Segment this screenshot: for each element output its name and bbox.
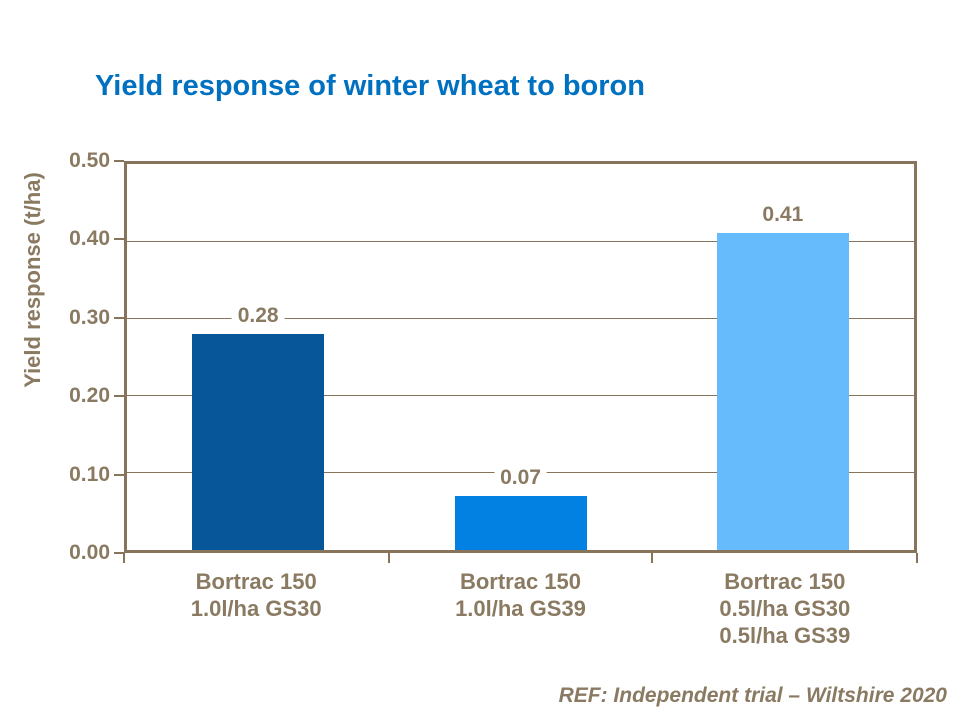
x-tick-mark xyxy=(388,553,391,563)
y-tick-label: 0.00 xyxy=(69,541,110,564)
category-label-line: 0.5l/ha GS39 xyxy=(719,623,851,648)
category-label-line: 1.0l/ha GS39 xyxy=(455,596,586,621)
gridline-0.30 xyxy=(127,317,914,319)
y-tick-mark xyxy=(114,238,124,241)
gridline-0.20 xyxy=(127,395,914,397)
bar-2 xyxy=(454,495,587,550)
bar-value-label: 0.41 xyxy=(756,203,810,228)
x-tick-mark xyxy=(123,553,125,563)
bar-value-label: 0.28 xyxy=(231,303,285,328)
gridline-0.40 xyxy=(127,240,914,242)
y-tick-label: 0.10 xyxy=(69,462,110,486)
x-tick-mark xyxy=(650,553,653,563)
bar-3 xyxy=(716,233,849,550)
category-label-line: Bortrac 150 xyxy=(459,569,582,594)
x-tick-mark xyxy=(916,553,918,563)
y-tick-label: 0.30 xyxy=(69,305,110,329)
bar-value-label: 0.07 xyxy=(494,465,547,490)
category-label: Bortrac 150 0.5l/ha GS30 0.5l/ha GS39 xyxy=(653,568,917,649)
y-tick-mark xyxy=(114,473,124,476)
y-tick-mark xyxy=(114,552,124,554)
bar-1 xyxy=(192,333,325,550)
x-axis-category-labels: Bortrac 150 1.0l/ha GS30 Bortrac 150 1.0l/h… xyxy=(124,568,917,649)
category-label-line: Bortrac 150 xyxy=(724,569,846,594)
y-tick-label: 0.20 xyxy=(69,384,110,408)
y-tick-label: 0.40 xyxy=(69,227,110,251)
plot-area: 0.28 0.07 0.41 xyxy=(124,161,917,553)
y-tick-mark xyxy=(114,160,124,162)
category-label: Bortrac 150 1.0l/ha GS30 xyxy=(124,568,388,649)
y-axis-tick-labels: 0.00 0.10 0.20 0.30 0.40 0.50 xyxy=(0,149,110,564)
y-tick-mark xyxy=(114,395,124,398)
y-tick-mark xyxy=(114,316,124,319)
chart-title: Yield response of winter wheat to boron xyxy=(95,70,645,102)
reference-note: REF: Independent trial – Wiltshire 2020 xyxy=(558,684,947,707)
category-label-line: 1.0l/ha GS30 xyxy=(190,596,322,621)
category-label-line: 0.5l/ha GS30 xyxy=(719,596,851,621)
y-tick-label: 0.50 xyxy=(69,149,110,172)
category-label-line: Bortrac 150 xyxy=(195,569,317,594)
category-label: Bortrac 150 1.0l/ha GS39 xyxy=(388,568,652,649)
